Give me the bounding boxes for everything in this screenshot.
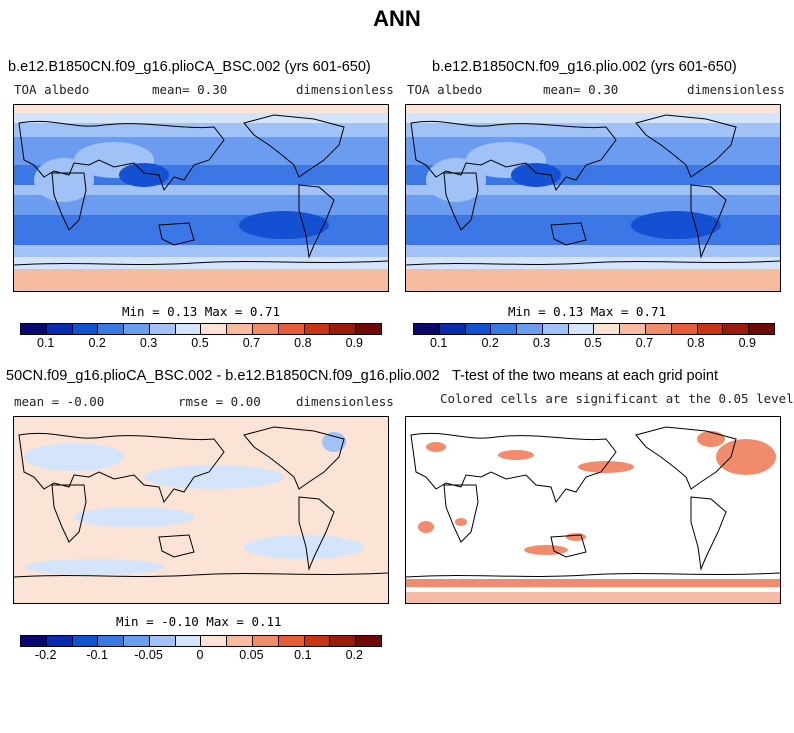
colorbar-swatch: [21, 636, 47, 646]
panel4-title: T-test of the two means at each grid poi…: [452, 368, 718, 384]
colorbar-swatch: [149, 636, 176, 646]
colorbar-swatch: [227, 636, 254, 646]
colorbar-swatch: [356, 636, 381, 646]
colorbar-tick-label: 0.5: [191, 336, 209, 350]
colorbar-swatch: [671, 324, 698, 334]
colorbar-swatch: [149, 324, 176, 334]
colorbar-swatch: [98, 636, 125, 646]
colorbar-tick-label: 0.2: [345, 648, 363, 662]
panel2-map: [405, 104, 781, 292]
colorbar-swatch: [330, 636, 357, 646]
colorbar-swatch: [465, 324, 492, 334]
colorbar-swatch: [594, 324, 621, 334]
colorbar-swatch: [98, 324, 125, 334]
colorbar-swatch: [46, 324, 73, 334]
colorbar-swatch: [697, 324, 724, 334]
colorbar-bottom: [20, 635, 382, 647]
colorbar-swatch: [124, 636, 150, 646]
panel3-title: 50CN.f09_g16.plioCA_BSC.002 - b.e12.B185…: [6, 368, 440, 384]
colorbar-tick-label: 0.1: [294, 648, 312, 662]
colorbar-tick-label: 0: [196, 648, 204, 662]
colorbar-tick-label: 0.9: [345, 336, 363, 350]
panel4-subtitle: Colored cells are significant at the 0.0…: [440, 391, 794, 406]
colorbar-top-right: [413, 323, 775, 335]
colorbar-swatch: [542, 324, 569, 334]
colorbar-swatch: [72, 324, 99, 334]
panel3-rmse: rmse = 0.00: [178, 394, 261, 409]
colorbar-swatch: [620, 324, 647, 334]
panel3-units: dimensionless: [296, 394, 394, 409]
colorbar-swatch: [723, 324, 750, 334]
colorbar-tick-label: 0.1: [37, 336, 55, 350]
colorbar-tick-label: 0.8: [294, 336, 312, 350]
panel2-mean: mean= 0.30: [543, 82, 619, 97]
panel1-mean: mean= 0.30: [152, 82, 228, 97]
colorbar-swatch: [439, 324, 466, 334]
colorbar-swatch: [568, 324, 595, 334]
colorbar-tick-label: 0.2: [481, 336, 499, 350]
colorbar-swatch: [749, 324, 774, 334]
panel2-units: dimensionless: [687, 82, 785, 97]
colorbar-tick-label: -0.1: [86, 648, 108, 662]
colorbar-tick-label: 0.5: [584, 336, 602, 350]
panel1-variable: TOA albedo: [14, 82, 90, 97]
figure-title: ANN: [373, 6, 421, 31]
colorbar-tick-label: 0.3: [139, 336, 158, 350]
colorbar-swatch: [201, 324, 228, 334]
colorbar-swatch: [253, 636, 279, 646]
colorbar-swatch: [72, 636, 99, 646]
colorbar-swatch: [356, 324, 381, 334]
panel2-variable: TOA albedo: [407, 82, 483, 97]
colorbar-swatch: [517, 324, 543, 334]
colorbar-tick-label: -0.05: [134, 648, 163, 662]
panel3-minmax: Min = -0.10 Max = 0.11: [116, 614, 282, 629]
panel3-map: [13, 416, 389, 604]
colorbar-tick-label: 0.9: [738, 336, 756, 350]
panel1-map: [13, 104, 389, 292]
colorbar-swatch: [304, 636, 331, 646]
colorbar-tick-label: 0.7: [635, 336, 654, 350]
colorbar-top-left: [20, 323, 382, 335]
colorbar-swatch: [46, 636, 73, 646]
colorbar-swatch: [175, 324, 202, 334]
panel2-minmax: Min = 0.13 Max = 0.71: [508, 304, 667, 319]
colorbar-swatch: [253, 324, 279, 334]
colorbar-swatch: [227, 324, 254, 334]
colorbar-swatch: [21, 324, 47, 334]
colorbar-swatch: [278, 636, 305, 646]
panel2-title: b.e12.B1850CN.f09_g16.plio.002 (yrs 601-…: [432, 59, 737, 75]
colorbar-swatch: [414, 324, 440, 334]
colorbar-swatch: [330, 324, 357, 334]
colorbar-tick-label: 0.8: [687, 336, 705, 350]
colorbar-swatch: [278, 324, 305, 334]
colorbar-swatch: [175, 636, 202, 646]
colorbar-swatch: [646, 324, 672, 334]
colorbar-tick-label: -0.2: [34, 648, 57, 662]
panel3-mean: mean = -0.00: [14, 394, 105, 409]
panel1-minmax: Min = 0.13 Max = 0.71: [122, 304, 281, 319]
panel1-title: b.e12.B1850CN.f09_g16.plioCA_BSC.002 (yr…: [8, 59, 371, 75]
colorbar-swatch: [304, 324, 331, 334]
panel4-map: [405, 416, 781, 604]
colorbar-tick-label: 0.1: [430, 336, 448, 350]
panel1-units: dimensionless: [296, 82, 394, 97]
colorbar-swatch: [124, 324, 150, 334]
colorbar-swatch: [491, 324, 518, 334]
colorbar-tick-label: 0.3: [532, 336, 551, 350]
colorbar-tick-label: 0.05: [239, 648, 264, 662]
colorbar-swatch: [201, 636, 228, 646]
colorbar-tick-label: 0.2: [88, 336, 106, 350]
colorbar-tick-label: 0.7: [242, 336, 261, 350]
